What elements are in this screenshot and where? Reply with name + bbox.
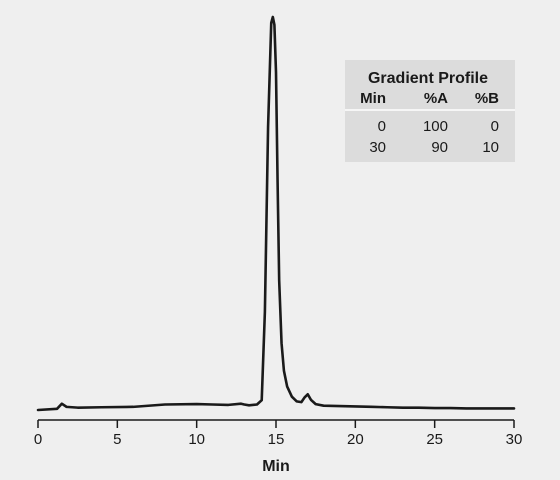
chromatogram-trace (36, 15, 516, 412)
gradient-profile-row2-b: 10 (482, 139, 499, 156)
x-tick-label-25: 25 (426, 431, 443, 448)
gradient-profile-title: Gradient Profile (368, 70, 488, 87)
x-tick-label-30: 30 (506, 431, 523, 448)
gradient-profile-row1-a: 100 (423, 118, 448, 135)
gradient-profile-header-b: %B (475, 90, 499, 107)
gradient-profile-row2-min: 30 (369, 139, 386, 156)
gradient-profile-row1-min: 0 (378, 118, 386, 135)
gradient-profile-table: Gradient Profile Min %A %B 0 100 0 30 90… (345, 60, 515, 162)
x-axis-title: Min (262, 458, 290, 475)
x-axis: 0 5 10 15 20 25 30 Min (34, 419, 523, 475)
x-tick-label-0: 0 (34, 431, 42, 448)
x-tick-label-10: 10 (188, 431, 205, 448)
x-tick-label-20: 20 (347, 431, 364, 448)
gradient-profile-row1-b: 0 (491, 118, 499, 135)
x-axis-ticks: 0 5 10 15 20 25 30 (34, 420, 523, 448)
x-tick-label-5: 5 (113, 431, 121, 448)
gradient-profile-header-a: %A (424, 90, 448, 107)
gradient-profile-header-min: Min (360, 90, 386, 107)
gradient-profile-background (345, 60, 515, 162)
gradient-profile-row2-a: 90 (431, 139, 448, 156)
x-tick-label-15: 15 (268, 431, 285, 448)
